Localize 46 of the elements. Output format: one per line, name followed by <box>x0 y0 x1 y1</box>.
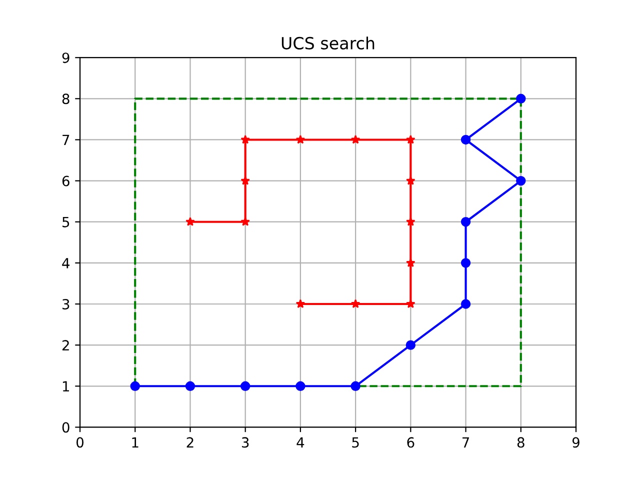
point <box>406 217 416 226</box>
x-tick-label: 7 <box>462 437 470 448</box>
y-tick-label: 2 <box>62 340 69 350</box>
point <box>406 258 416 267</box>
y-tick-label: 6 <box>62 176 70 186</box>
y-tick-label: 4 <box>62 258 70 268</box>
point <box>240 176 250 185</box>
point <box>516 176 526 186</box>
point <box>460 258 471 268</box>
point <box>460 134 471 145</box>
x-tick-label: 0 <box>76 437 84 448</box>
point <box>460 217 471 227</box>
point <box>350 134 360 144</box>
y-tick-label: 5 <box>62 217 70 228</box>
point <box>460 299 471 309</box>
point <box>240 217 250 226</box>
point <box>185 381 196 391</box>
point <box>350 381 360 391</box>
point <box>406 176 416 185</box>
point <box>130 381 140 391</box>
point <box>406 134 416 144</box>
x-tick-label: 4 <box>296 437 304 448</box>
x-tick-label: 2 <box>186 437 194 448</box>
x-tick-label: 6 <box>407 437 414 448</box>
point <box>296 381 306 391</box>
chart-title: UCS search <box>282 36 374 50</box>
point <box>350 299 360 308</box>
y-tick-label: 0 <box>62 422 70 433</box>
point <box>240 381 250 391</box>
x-tick-label: 9 <box>572 437 580 448</box>
point <box>296 299 306 308</box>
point <box>516 94 526 104</box>
x-tick-label: 1 <box>132 437 138 448</box>
point <box>296 134 306 144</box>
y-tick-label: 8 <box>62 94 70 104</box>
y-tick-label: 1 <box>62 381 69 392</box>
x-tick-label: 3 <box>242 437 249 448</box>
y-tick-label: 9 <box>62 52 70 64</box>
x-tick-label: 8 <box>517 437 524 448</box>
point <box>406 340 416 350</box>
x-tick-label: 5 <box>352 437 359 448</box>
point <box>406 299 416 308</box>
point <box>240 134 250 144</box>
y-tick-label: 3 <box>62 298 70 310</box>
point <box>186 217 195 226</box>
y-tick-label: 7 <box>62 134 70 146</box>
